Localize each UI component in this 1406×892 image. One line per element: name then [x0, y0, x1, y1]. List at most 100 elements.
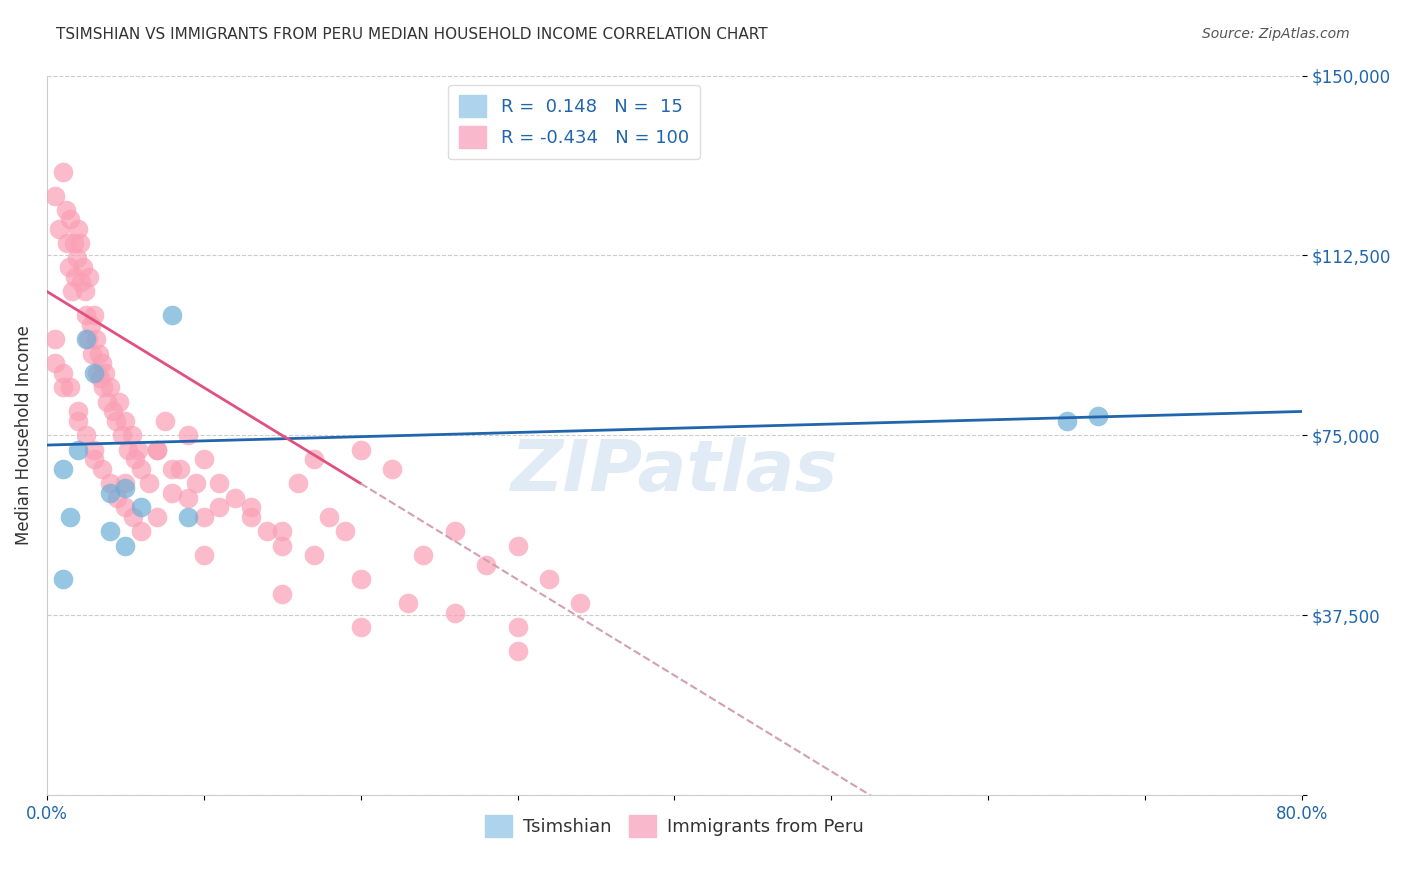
Point	[98, 524, 121, 539]
Point	[124, 452, 146, 467]
Point	[114, 414, 136, 428]
Point	[52, 366, 75, 380]
Point	[108, 395, 131, 409]
Text: Source: ZipAtlas.com: Source: ZipAtlas.com	[1202, 27, 1350, 41]
Point	[52, 164, 75, 178]
Point	[121, 428, 143, 442]
Point	[83, 366, 105, 380]
Point	[75, 333, 97, 347]
Point	[67, 404, 90, 418]
Point	[48, 222, 70, 236]
Point	[67, 442, 90, 457]
Point	[83, 452, 105, 467]
Point	[302, 452, 325, 467]
Point	[89, 371, 111, 385]
Point	[84, 333, 107, 347]
Point	[56, 236, 79, 251]
Point	[506, 539, 529, 553]
Point	[114, 476, 136, 491]
Point	[80, 318, 103, 332]
Point	[101, 404, 124, 418]
Point	[381, 462, 404, 476]
Y-axis label: Median Household Income: Median Household Income	[15, 326, 32, 545]
Point	[114, 500, 136, 515]
Point	[208, 476, 231, 491]
Point	[193, 452, 215, 467]
Point	[153, 414, 176, 428]
Point	[70, 275, 93, 289]
Point	[59, 380, 82, 394]
Point	[271, 539, 294, 553]
Point	[162, 486, 184, 500]
Point	[271, 587, 294, 601]
Point	[475, 558, 498, 572]
Point	[75, 428, 97, 442]
Point	[177, 510, 200, 524]
Point	[90, 462, 112, 476]
Point	[111, 428, 134, 442]
Point	[98, 380, 121, 394]
Point	[87, 347, 110, 361]
Point	[177, 428, 200, 442]
Point	[1056, 414, 1078, 428]
Point	[77, 270, 100, 285]
Point	[117, 442, 139, 457]
Point	[67, 222, 90, 236]
Point	[58, 260, 80, 275]
Point	[72, 260, 94, 275]
Point	[63, 270, 86, 285]
Point	[350, 442, 373, 457]
Point	[127, 442, 149, 457]
Point	[271, 524, 294, 539]
Point	[396, 596, 419, 610]
Legend: Tsimshian, Immigrants from Peru: Tsimshian, Immigrants from Peru	[478, 807, 872, 844]
Point	[76, 333, 98, 347]
Point	[107, 491, 129, 505]
Point	[93, 380, 115, 394]
Point	[138, 476, 160, 491]
Point	[129, 524, 152, 539]
Point	[350, 620, 373, 634]
Point	[94, 366, 117, 380]
Point	[59, 510, 82, 524]
Point	[60, 285, 83, 299]
Point	[287, 476, 309, 491]
Point	[193, 549, 215, 563]
Point	[83, 309, 105, 323]
Point	[208, 500, 231, 515]
Point	[44, 188, 66, 202]
Point	[145, 442, 167, 457]
Point	[302, 549, 325, 563]
Point	[239, 510, 262, 524]
Point	[224, 491, 246, 505]
Point	[162, 309, 184, 323]
Point	[443, 524, 465, 539]
Point	[52, 573, 75, 587]
Point	[104, 414, 127, 428]
Point	[506, 620, 529, 634]
Point	[59, 212, 82, 227]
Point	[98, 486, 121, 500]
Point	[114, 539, 136, 553]
Point	[44, 333, 66, 347]
Point	[184, 476, 207, 491]
Point	[86, 366, 108, 380]
Point	[169, 462, 191, 476]
Point	[162, 462, 184, 476]
Point	[52, 380, 75, 394]
Point	[67, 414, 90, 428]
Point	[193, 510, 215, 524]
Point	[55, 202, 77, 217]
Point	[412, 549, 434, 563]
Point	[1087, 409, 1109, 424]
Point	[177, 491, 200, 505]
Point	[62, 236, 84, 251]
Point	[82, 347, 104, 361]
Point	[145, 442, 167, 457]
Point	[83, 442, 105, 457]
Point	[256, 524, 278, 539]
Point	[145, 510, 167, 524]
Point	[66, 251, 89, 265]
Point	[506, 644, 529, 658]
Point	[122, 510, 145, 524]
